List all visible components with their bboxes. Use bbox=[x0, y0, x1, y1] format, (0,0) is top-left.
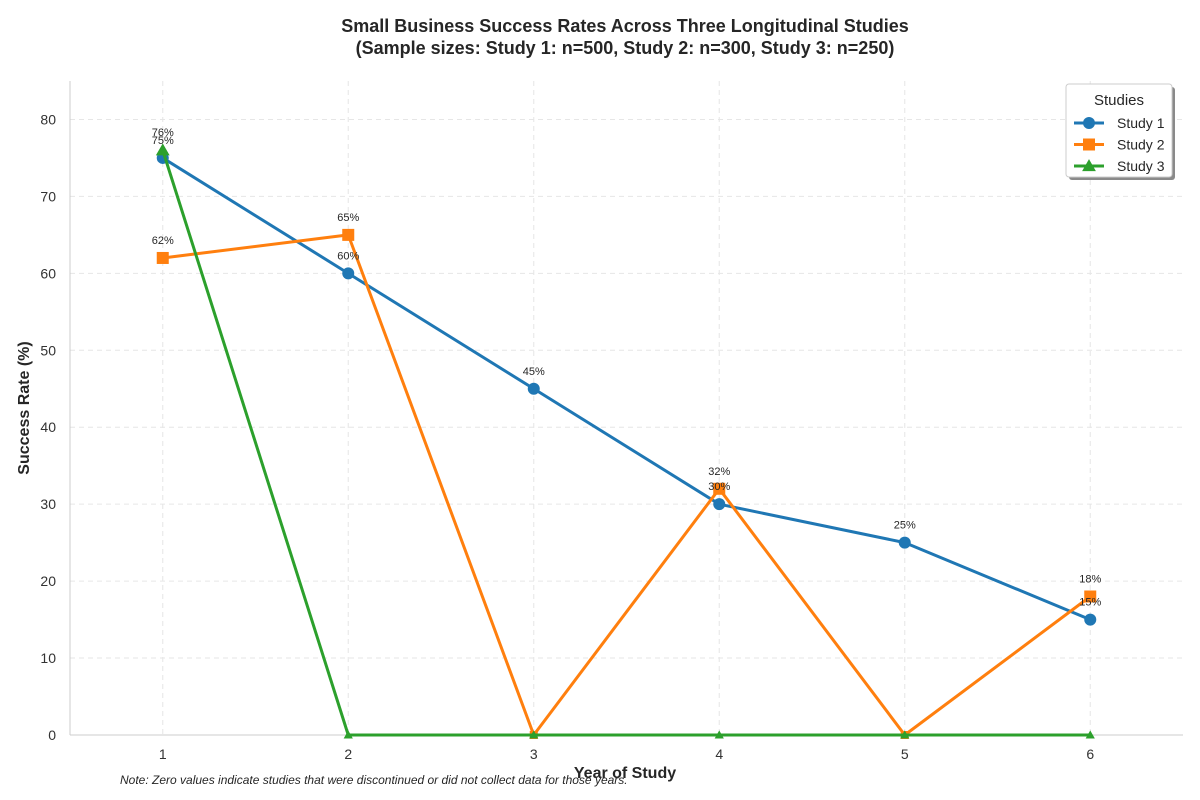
data-label: 60% bbox=[337, 250, 359, 262]
triangle-marker bbox=[155, 143, 170, 156]
triangle-marker bbox=[529, 730, 539, 739]
legend-title: Studies bbox=[1094, 92, 1144, 109]
square-marker bbox=[1084, 590, 1097, 603]
chart-title: Small Business Success Rates Across Thre… bbox=[341, 16, 909, 36]
y-tick-label: 50 bbox=[40, 342, 56, 358]
y-tick-label: 30 bbox=[40, 496, 56, 512]
series-3 bbox=[155, 143, 1095, 739]
circle-marker bbox=[527, 382, 540, 395]
circle-marker bbox=[342, 267, 355, 280]
circle-marker bbox=[1084, 613, 1097, 626]
legend-label: Study 3 bbox=[1117, 158, 1165, 174]
circle-marker bbox=[898, 536, 911, 549]
square-marker bbox=[713, 482, 726, 495]
series-line bbox=[161, 149, 1091, 737]
y-tick-label: 40 bbox=[40, 419, 56, 435]
y-tick-label: 80 bbox=[40, 111, 56, 127]
x-tick-label: 3 bbox=[530, 746, 538, 762]
data-label: 62% bbox=[152, 235, 174, 247]
legend-item: Study 1 bbox=[1074, 115, 1165, 131]
x-tick-label: 2 bbox=[344, 746, 352, 762]
series-line bbox=[161, 156, 1091, 621]
data-label: 15% bbox=[1079, 597, 1101, 609]
legend-item: Study 3 bbox=[1074, 158, 1165, 174]
legend-triangle-marker bbox=[1082, 159, 1096, 172]
data-label: 18% bbox=[1079, 574, 1101, 586]
triangle-marker bbox=[900, 730, 910, 739]
y-tick-label: 10 bbox=[40, 650, 56, 666]
legend-label: Study 2 bbox=[1117, 137, 1165, 153]
series-line bbox=[162, 233, 1092, 737]
series-2 bbox=[156, 228, 1097, 739]
axes: 0 10 20 30 40 50 60 70 80 1 2 3 4 5 6 bbox=[40, 81, 1183, 762]
x-axis-label: Year of Study bbox=[574, 765, 676, 782]
legend-item: Study 2 bbox=[1074, 137, 1165, 153]
x-tick-label: 4 bbox=[715, 746, 723, 762]
square-marker bbox=[156, 251, 169, 264]
chart-subtitle: (Sample sizes: Study 1: n=500, Study 2: … bbox=[356, 38, 895, 58]
legend-circle-marker bbox=[1083, 117, 1095, 129]
data-label: 76% bbox=[152, 127, 174, 139]
triangle-marker bbox=[1085, 730, 1095, 739]
x-tick-label: 5 bbox=[901, 746, 909, 762]
y-tick-label: 20 bbox=[40, 573, 56, 589]
data-label: 32% bbox=[708, 466, 730, 478]
series-layer bbox=[155, 143, 1097, 739]
legend: Studies Study 1 Study 2 Study 3 bbox=[1065, 83, 1175, 180]
triangle-marker bbox=[343, 730, 353, 739]
data-label: 45% bbox=[523, 366, 545, 378]
data-label: 30% bbox=[708, 481, 730, 493]
y-tick-label: 0 bbox=[48, 727, 56, 743]
legend-square-marker bbox=[1083, 138, 1095, 151]
legend-box bbox=[1065, 83, 1173, 178]
legend-items: Study 1 Study 2 Study 3 bbox=[1074, 115, 1165, 174]
x-tick-label: 1 bbox=[159, 746, 167, 762]
triangle-marker bbox=[714, 730, 724, 739]
data-label: 75% bbox=[152, 135, 174, 147]
series-1 bbox=[156, 151, 1097, 626]
grid bbox=[70, 81, 1183, 736]
y-tick-label: 70 bbox=[40, 188, 56, 204]
x-tick-label: 6 bbox=[1086, 746, 1094, 762]
legend-label: Study 1 bbox=[1117, 115, 1165, 131]
circle-marker bbox=[713, 498, 726, 511]
y-tick-label: 60 bbox=[40, 265, 56, 281]
data-label: 65% bbox=[337, 212, 359, 224]
square-marker bbox=[342, 228, 355, 241]
data-label: 25% bbox=[894, 520, 916, 532]
y-axis-label: Success Rate (%) bbox=[16, 341, 33, 474]
chart-note: Note: Zero values indicate studies that … bbox=[120, 773, 628, 787]
data-labels: 75% 60% 45% 30% 25% 15% 62% 65% 32% 18% 76% bbox=[152, 127, 1102, 608]
